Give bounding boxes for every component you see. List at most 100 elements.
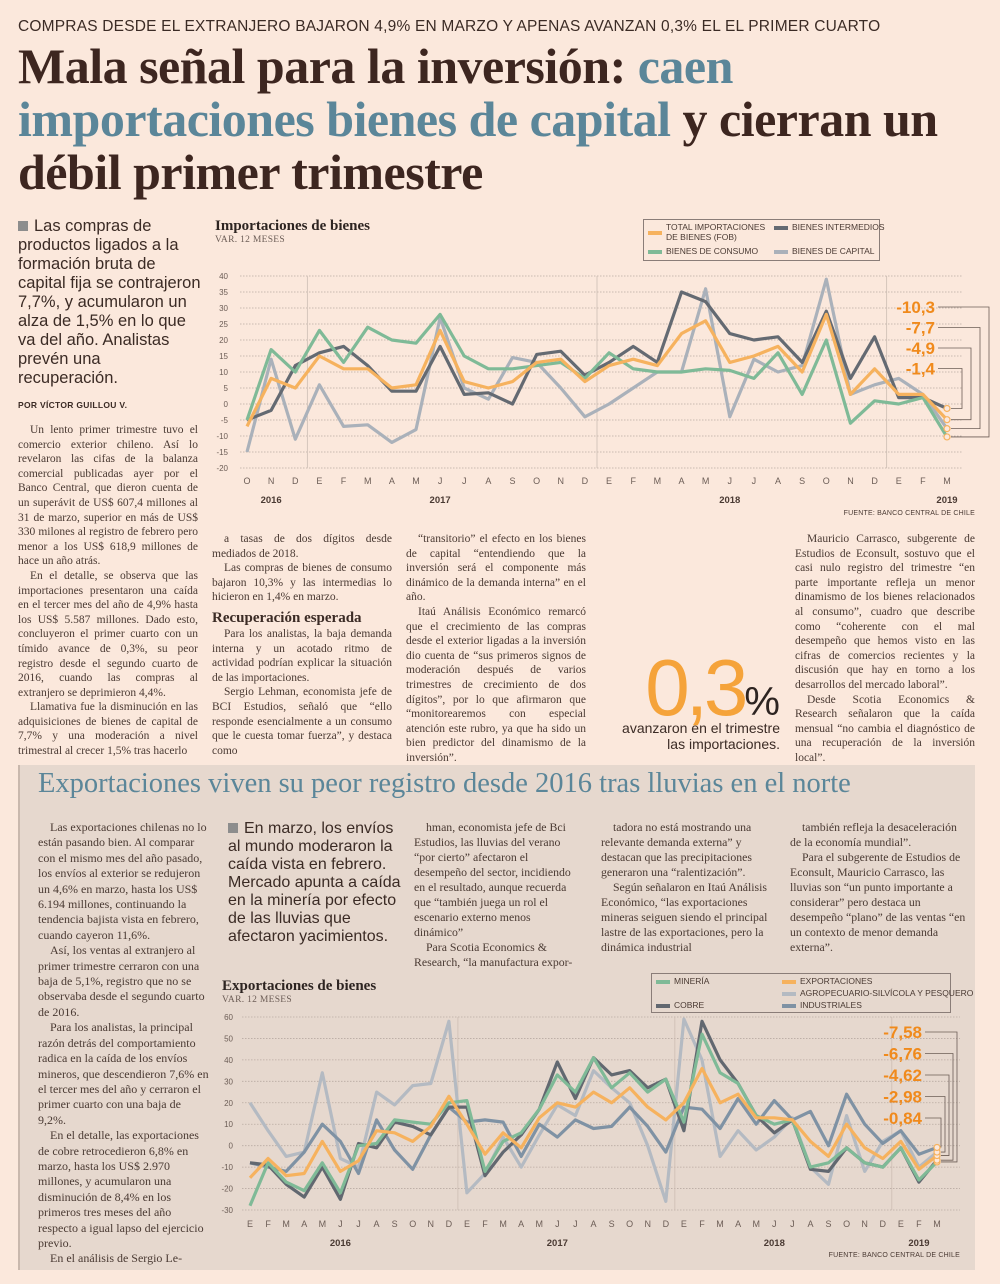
legend-label: COBRE: [674, 1000, 705, 1010]
callout-caption: avanzaron en el trimestre las importacion…: [600, 720, 780, 752]
paragraph: también refleja la desaceleración de la …: [790, 820, 957, 849]
legend-swatch: [648, 230, 662, 235]
x-tick-label: S: [392, 1219, 398, 1229]
paragraph: En el análisis de Sergio Le-: [50, 1251, 183, 1266]
y-tick-label: -10: [221, 1163, 233, 1172]
x-tick-label: M: [752, 1219, 760, 1229]
end-value-label: -0,84: [883, 1109, 922, 1128]
leader-line: [925, 1096, 946, 1153]
end-value-label: -4,9: [906, 339, 935, 358]
paragraph: Según señalaron en Itaú Análisis Económi…: [601, 880, 768, 954]
x-tick-label: E: [898, 1219, 904, 1229]
y-tick-label: 10: [219, 368, 228, 377]
x-tick-label: S: [799, 476, 805, 486]
x-tick-label: F: [482, 1219, 488, 1229]
x-tick-label: M: [282, 1219, 290, 1229]
exports-column-1: Las exportaciones chilenas no lo están p…: [38, 820, 210, 1267]
y-tick-label: 30: [219, 304, 228, 313]
exports-column-5: también refleja la desaceleración de la …: [790, 820, 966, 955]
y-tick-label: -15: [216, 448, 228, 457]
x-tick-label: A: [678, 476, 684, 486]
legend-swatch: [774, 225, 788, 230]
x-tick-label: M: [716, 1219, 724, 1229]
year-label: 2016: [261, 495, 282, 506]
x-tick-label: J: [555, 1219, 560, 1229]
y-tick-label: 40: [224, 1056, 233, 1065]
x-tick-label: E: [681, 1219, 687, 1229]
legend-swatch: [648, 249, 662, 254]
exports-lede: En marzo, los envíos al mundo moderaron …: [228, 820, 406, 946]
x-tick-label: E: [464, 1219, 470, 1229]
headline-part1: Mala señal para la inversión:: [18, 38, 638, 94]
x-tick-label: M: [654, 476, 662, 486]
paragraph: Mauricio Carrasco, subgerente de Estudio…: [795, 533, 975, 691]
x-tick-label: O: [823, 476, 830, 486]
y-tick-label: 40: [219, 272, 228, 281]
year-label: 2019: [908, 1238, 929, 1249]
legend-item: BIENES DE CAPITAL: [774, 246, 875, 257]
x-tick-label: N: [428, 1219, 435, 1229]
legend-swatch: [656, 1003, 670, 1008]
end-value-label: -7,58: [883, 1023, 922, 1042]
paragraph: hman, economista jefe de Bci Estudios, l…: [414, 820, 571, 939]
year-label: 2019: [936, 495, 957, 506]
series-line-miner-a: [248, 1032, 939, 1207]
x-tick-label: A: [374, 1219, 380, 1229]
end-point-marker: [943, 416, 951, 424]
lede-text: Las compras de productos ligados a la fo…: [18, 217, 201, 387]
x-tick-label: M: [499, 1219, 507, 1229]
legend-item: MINERÍA: [656, 976, 709, 987]
year-label: 2018: [764, 1238, 785, 1249]
legend-item: TOTAL IMPORTACIONES DE BIENES (FOB): [648, 222, 770, 242]
end-value-label: -2,98: [883, 1088, 922, 1107]
legend-label: BIENES DE CAPITAL: [792, 246, 875, 256]
x-tick-label: E: [247, 1219, 253, 1229]
chart-subtitle: VAR. 12 MESES: [215, 235, 285, 245]
year-label: 2018: [719, 495, 740, 506]
headline-highlight: caen importaciones bienes de capital: [18, 38, 733, 147]
paragraph: Sergio Lehman, economista jefe de BCI Es…: [212, 686, 392, 757]
y-tick-label: -30: [221, 1206, 233, 1215]
legend-item: BIENES DE CONSUMO: [648, 246, 758, 257]
paragraph: En el detalle, las exportaciones de cobr…: [38, 1128, 204, 1250]
lede: Las compras de productos ligados a la fo…: [18, 217, 204, 388]
end-point-marker: [943, 425, 951, 433]
chart-subtitle: VAR. 12 MESES: [222, 995, 292, 1005]
y-tick-label: 15: [219, 352, 228, 361]
x-tick-label: N: [861, 1219, 868, 1229]
x-tick-label: O: [409, 1219, 416, 1229]
x-tick-label: A: [485, 476, 491, 486]
square-bullet-icon: [228, 823, 238, 833]
x-tick-label: J: [356, 1219, 361, 1229]
caption-line: avanzaron en el trimestre: [622, 720, 780, 736]
y-tick-label: 60: [224, 1013, 233, 1022]
y-tick-label: 0: [224, 400, 229, 409]
paragraph: Un lento primer trimestre tuvo el comerc…: [18, 424, 198, 568]
y-tick-label: 25: [219, 320, 228, 329]
column-2-top: a tasas de dos dígitos desde mediados de…: [212, 532, 392, 605]
callout: 0,3% avanzaron en el trimestre las import…: [600, 648, 780, 753]
imports-chart-header: Importaciones de bienes VAR. 12 MESES: [215, 218, 370, 246]
exports-column-3: hman, economista jefe de Bci Estudios, l…: [414, 820, 580, 970]
legend-item: BIENES INTERMEDIOS: [774, 222, 885, 233]
end-value-label: -6,76: [883, 1045, 922, 1064]
paragraph: Así, los ventas al extranjero al primer …: [38, 943, 205, 1019]
chart-title: Exportaciones de bienes: [222, 978, 377, 994]
x-tick-label: A: [807, 1219, 813, 1229]
x-tick-label: J: [338, 1219, 343, 1229]
legend-label: AGROPECUARIO-SILVÍCOLA Y PESQUERO: [800, 988, 974, 998]
article-column-1: Un lento primer trimestre tuvo el comerc…: [18, 423, 198, 759]
paragraph: Para los analistas, la principal razón d…: [38, 1020, 209, 1127]
paragraph: Para los analistas, la baja demanda inte…: [212, 627, 392, 684]
year-label: 2017: [430, 495, 451, 506]
x-tick-label: F: [916, 1219, 922, 1229]
leader-line: [925, 1117, 942, 1148]
x-tick-label: A: [518, 1219, 524, 1229]
x-tick-label: N: [644, 1219, 651, 1229]
y-tick-label: 10: [224, 1120, 233, 1129]
paragraph: Para el subgerente de Estudios de Econsu…: [790, 850, 966, 954]
legend-label: INDUSTRIALES: [800, 1000, 862, 1010]
exports-column-4: tadora no está mostrando una relevante d…: [601, 820, 771, 955]
end-point-marker: [943, 433, 951, 441]
